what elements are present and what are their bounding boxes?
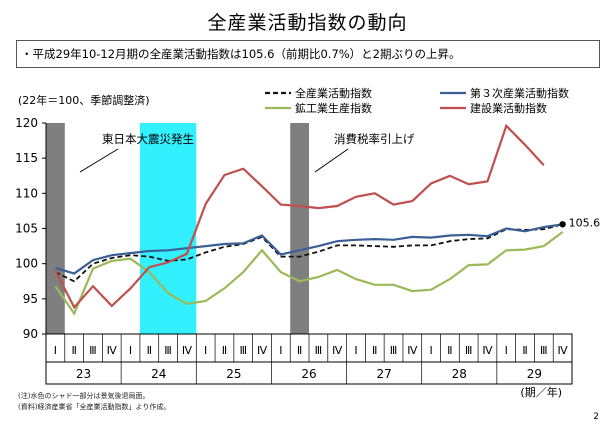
- quarter-label: Ⅱ: [522, 344, 527, 357]
- quarter-label: Ⅳ: [558, 344, 569, 357]
- quarter-label: Ⅳ: [407, 344, 418, 357]
- quarter-label: Ⅰ: [505, 344, 508, 357]
- year-label: 27: [377, 367, 392, 381]
- y-tick-label: 105: [15, 222, 38, 236]
- y-tick-label: 110: [15, 186, 38, 200]
- x-axis-label: (期／年): [520, 385, 562, 399]
- quarter-label: Ⅳ: [257, 344, 268, 357]
- y-tick-label: 120: [15, 116, 38, 130]
- legend-label: 鉱工業生産指数: [295, 101, 372, 115]
- year-label: 23: [76, 367, 91, 381]
- quarter-label: Ⅱ: [222, 344, 227, 357]
- year-label: 29: [527, 367, 542, 381]
- quarter-label: Ⅲ: [89, 344, 97, 357]
- annotation-arrow: [314, 148, 349, 173]
- end-point-marker: [559, 221, 566, 228]
- quarter-label: Ⅰ: [129, 344, 132, 357]
- quarter-label: Ⅰ: [204, 344, 207, 357]
- legend-label: 建設業活動指数: [470, 101, 547, 115]
- annotation-label: 東日本大震災発生: [102, 132, 194, 146]
- series-line-3: [54, 123, 545, 310]
- year-label: 26: [301, 367, 316, 381]
- series-line-2: [54, 231, 564, 316]
- series-line-0: [55, 223, 563, 283]
- quarter-label: Ⅲ: [315, 344, 323, 357]
- quarter-label: Ⅰ: [354, 344, 357, 357]
- y-tick-label: 95: [23, 292, 38, 306]
- legend-label: 全産業活動指数: [295, 86, 372, 100]
- year-label: 24: [151, 367, 166, 381]
- end-value-label: 105.6: [569, 216, 601, 229]
- year-label: 28: [452, 367, 467, 381]
- shaded-period-2: [290, 123, 309, 334]
- annotation-label: 消費税率引上げ: [334, 132, 415, 146]
- shaded-period-1: [139, 123, 197, 334]
- quarter-label: Ⅰ: [429, 344, 432, 357]
- legend-label: 第３次産業活動指数: [470, 86, 569, 100]
- quarter-label: Ⅳ: [182, 344, 193, 357]
- page-title: 全産業活動指数の動向: [207, 12, 408, 34]
- y-tick-label: 115: [15, 151, 38, 165]
- note-source: (資料)経済産業省「全産業活動指数」より作成。: [18, 403, 171, 411]
- year-label: 25: [226, 367, 241, 381]
- quarter-label: Ⅲ: [164, 344, 172, 357]
- quarter-label: Ⅱ: [447, 344, 452, 357]
- quarter-label: Ⅰ: [54, 344, 57, 357]
- quarter-label: Ⅰ: [279, 344, 282, 357]
- quarter-label: Ⅱ: [372, 344, 377, 357]
- unit-label: (22年＝100、季節調整済): [18, 93, 150, 107]
- quarter-label: Ⅱ: [147, 344, 152, 357]
- quarter-label: Ⅲ: [239, 344, 247, 357]
- annotation-arrow: [79, 148, 119, 173]
- quarter-label: Ⅲ: [465, 344, 473, 357]
- quarter-label: Ⅲ: [390, 344, 398, 357]
- quarter-label: Ⅳ: [332, 344, 343, 357]
- note-shading: (注)水色のシャド一部分は景気後退局面。: [18, 392, 150, 400]
- page-number: 2: [593, 412, 599, 422]
- series-line-1: [55, 223, 563, 275]
- shaded-period-0: [46, 123, 65, 334]
- y-tick-label: 100: [15, 257, 38, 271]
- quarter-label: Ⅳ: [482, 344, 493, 357]
- quarter-label: Ⅲ: [540, 344, 548, 357]
- y-tick-label: 90: [23, 327, 38, 341]
- quarter-label: Ⅱ: [297, 344, 302, 357]
- summary-box: ・平成29年10-12月期の全産業活動指数は105.6（前期比0.7%）と2期ぶ…: [16, 40, 600, 68]
- quarter-label: Ⅳ: [107, 344, 118, 357]
- quarter-label: Ⅱ: [71, 344, 76, 357]
